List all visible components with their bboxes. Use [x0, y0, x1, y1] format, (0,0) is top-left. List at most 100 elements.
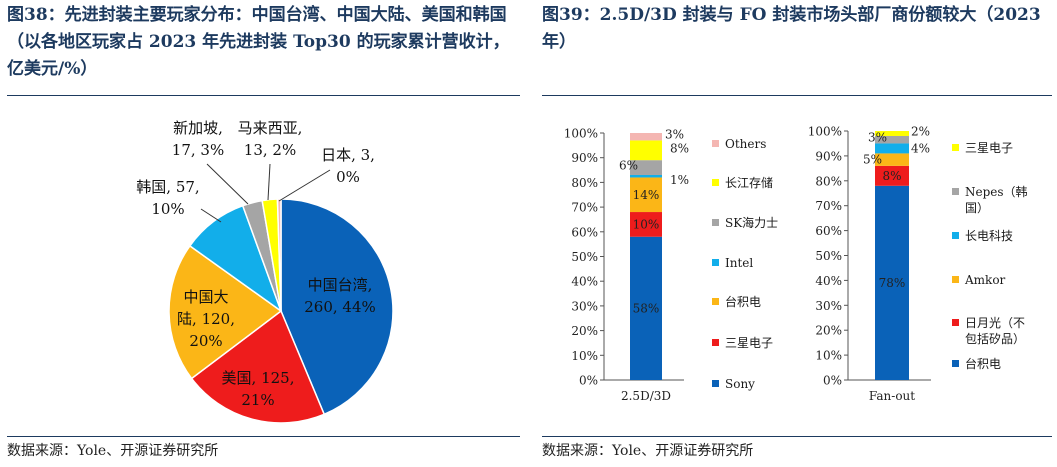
y-tick-label: 80%	[815, 174, 842, 188]
legend-label: 日月光（不包括矽品）	[965, 316, 1025, 346]
pie-leader-4	[200, 208, 222, 223]
source-note-right: 数据来源：Yole、开源证券研究所	[542, 443, 754, 459]
y-tick-label: 40%	[571, 275, 598, 289]
bar-segment-2	[630, 212, 662, 237]
y-tick-label: 80%	[571, 176, 598, 190]
pie-leader-7	[278, 169, 331, 202]
x-category-label: 2.5D/3D	[621, 389, 671, 403]
y-tick-label: 100%	[808, 125, 842, 139]
legend-swatch	[712, 179, 719, 186]
pie-slice-3	[168, 244, 283, 380]
pie-slice-7	[276, 198, 282, 312]
y-tick-label: 10%	[815, 349, 842, 363]
bar-segment-3	[630, 177, 662, 213]
pie-leader-5	[206, 163, 249, 205]
y-tick-label: 50%	[571, 250, 598, 264]
bar-data-label-6: 8%	[670, 141, 689, 155]
pie-label-1: 中国台湾, 260, 44%	[304, 276, 376, 316]
pie-label-4: 韩国, 57, 10%	[136, 178, 199, 218]
pie-label-2: 美国, 125, 21%	[222, 369, 295, 409]
pie-label-3: 中国大陆, 120, 20%	[177, 288, 235, 350]
y-tick-label: 10%	[571, 349, 598, 363]
bar-data-label-1: 78%	[879, 276, 906, 290]
bar-data-label-5: 6%	[619, 159, 638, 173]
x-category-label: Fan-out	[869, 389, 915, 403]
bar-data-label-7: 3%	[665, 128, 684, 142]
legend-swatch	[712, 380, 719, 387]
y-tick-label: 30%	[815, 299, 842, 313]
legend-swatch	[712, 339, 719, 346]
y-tick-label: 20%	[815, 324, 842, 338]
pie-leader-6	[267, 163, 271, 201]
legend-swatch	[952, 319, 959, 326]
pie-label-6: 马来西亚, 13, 2%	[238, 119, 303, 159]
bar-segment-3	[875, 153, 909, 166]
title-rule-left	[7, 95, 520, 96]
legend-swatch	[952, 144, 959, 151]
bar-data-label-3: 14%	[633, 188, 660, 202]
bar-segment-4	[630, 174, 662, 178]
y-tick-label: 90%	[815, 149, 842, 163]
bar-data-label-1: 58%	[633, 301, 660, 315]
bar-segment-5	[630, 160, 662, 175]
legend-swatch	[952, 360, 959, 367]
y-tick-label: 40%	[815, 274, 842, 288]
y-tick-label: 70%	[815, 199, 842, 213]
y-tick-label: 0%	[823, 374, 842, 388]
y-tick-label: 20%	[571, 324, 598, 338]
legend-swatch	[712, 219, 719, 226]
pie-slice-2	[190, 309, 326, 424]
stacked-bar-chart-2.5d-3d: 0% 10% 20% 30% 40% 50% 60% 70% 80% 90% 100% 58% 10% 1…	[564, 127, 779, 404]
y-tick-label: 50%	[815, 249, 842, 263]
legend-swatch	[952, 188, 959, 195]
bar-segment-7	[630, 133, 662, 141]
legend-label: Nepes（韩国）	[965, 184, 1028, 215]
bar-segment-6	[875, 131, 909, 136]
y-tick-label: 60%	[815, 224, 842, 238]
bar-data-label-6: 2%	[911, 124, 930, 138]
bar-segment-4	[875, 143, 909, 154]
bar-data-label-4: 1%	[670, 173, 689, 187]
bar-segment-1	[630, 236, 662, 380]
legend-label: Intel	[725, 256, 753, 270]
legend-swatch	[712, 140, 719, 147]
pie-label-7: 日本, 3, 0%	[321, 146, 375, 186]
bar-data-label-2: 8%	[882, 169, 901, 183]
bar-data-label-3: 5%	[863, 153, 882, 167]
legend-label: 台积电	[725, 294, 761, 309]
legend-swatch	[952, 232, 959, 239]
y-tick-label: 60%	[571, 225, 598, 239]
bar-segment-5	[875, 135, 909, 144]
title-rule-right	[542, 95, 1052, 96]
legend-swatch	[712, 298, 719, 305]
bar-data-label-5: 3%	[868, 131, 887, 145]
bar-data-label-4: 4%	[911, 141, 930, 155]
legend-label: Sony	[725, 377, 755, 391]
bar-segment-2	[875, 165, 909, 186]
legend-label: 长江存储	[725, 175, 773, 190]
legend-swatch	[712, 259, 719, 266]
legend-label: 三星电子	[725, 336, 773, 350]
y-tick-label: 0%	[579, 374, 598, 388]
legend-label: 三星电子	[965, 141, 1013, 155]
y-tick-label: 30%	[571, 299, 598, 313]
bar-segment-1	[875, 185, 909, 380]
pie-label-5: 新加坡, 17, 3%	[172, 119, 224, 159]
source-rule-right	[542, 436, 1052, 437]
legend-label: Others	[725, 137, 766, 151]
y-tick-label: 90%	[571, 151, 598, 165]
source-note-left: 数据来源：Yole、开源证券研究所	[7, 443, 219, 459]
pie-chart: 中国台湾, 260, 44% 美国, 125, 21% 中国大陆, 120, 20% 韩国,…	[136, 119, 394, 424]
legend-label: 长电科技	[965, 229, 1013, 243]
bar-data-label-2: 10%	[633, 217, 660, 231]
source-rule-left	[7, 436, 520, 437]
pie-slice-1	[280, 198, 394, 416]
stacked-bar-chart-fan-out: 0% 10% 20% 30% 40% 50% 60% 70% 80% 90% 100% 78% 8%5%…	[808, 124, 1028, 403]
legend-label: SK海力士	[725, 215, 778, 230]
legend-label: Amkor	[964, 273, 1006, 287]
figure-38-title: 图38：先进封装主要玩家分布：中国台湾、中国大陆、美国和韩国（以各地区玩家占 2…	[7, 5, 510, 79]
y-tick-label: 70%	[571, 201, 598, 215]
legend-label: 台积电	[965, 356, 1001, 371]
y-tick-label: 100%	[564, 127, 598, 141]
